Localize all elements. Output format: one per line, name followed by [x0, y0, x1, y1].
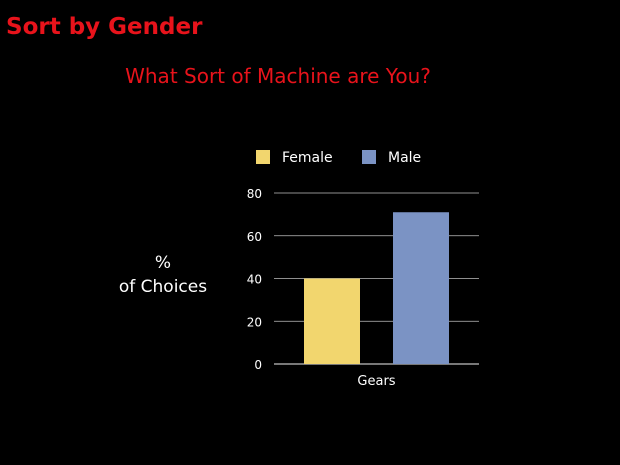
legend-swatch-male [362, 150, 376, 164]
y-axis-label: % of Choices [104, 251, 222, 299]
legend-label-female: Female [282, 150, 333, 166]
x-axis-categories: Gears [357, 374, 395, 389]
y-tick-label: 60 [247, 230, 262, 244]
y-axis-ticks: 0 20 40 60 80 [247, 187, 262, 372]
bar-female-gears [304, 278, 360, 364]
bars [304, 212, 449, 364]
bar-male-gears [393, 212, 449, 364]
y-tick-label: 40 [247, 273, 262, 287]
y-tick-label: 0 [254, 358, 262, 372]
chart-title: What Sort of Machine are You? [125, 64, 431, 88]
legend-swatch-female [256, 150, 270, 164]
y-tick-label: 20 [247, 315, 262, 329]
y-axis-label-line-1: % [154, 253, 172, 273]
x-category-label: Gears [357, 374, 395, 389]
slide-heading: Sort by Gender [6, 14, 203, 40]
legend: Female Male [256, 150, 421, 166]
y-tick-label: 80 [247, 187, 262, 201]
y-axis-label-line-2: of Choices [118, 277, 208, 297]
legend-label-male: Male [388, 150, 421, 166]
